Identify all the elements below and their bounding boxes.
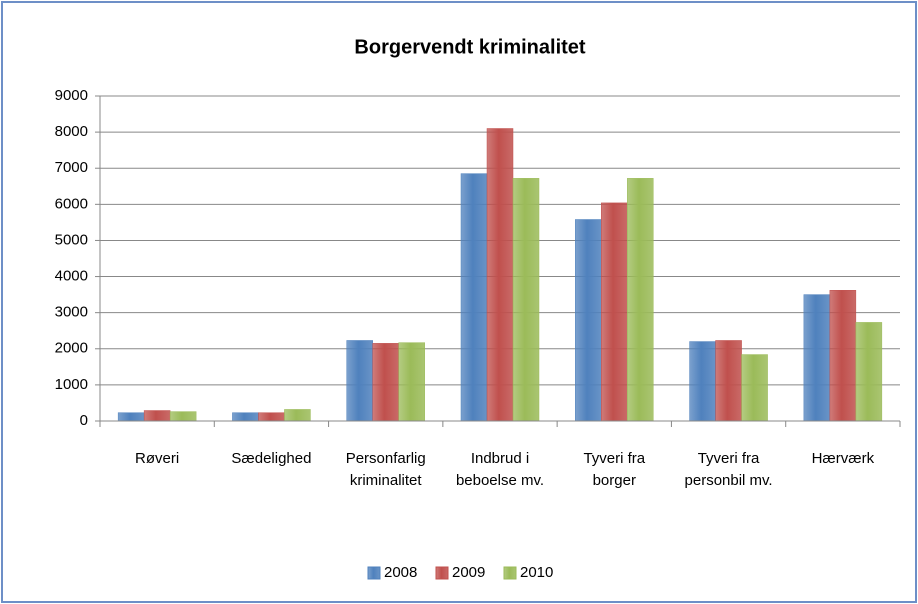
bar [117,412,145,422]
x-tick-label-line: Sædelighed [231,450,311,467]
bar [575,219,602,422]
y-tick-label: 4000 [55,268,88,285]
y-tick-label: 2000 [55,340,88,357]
bar [169,411,197,422]
x-tick-label-line: borger [593,472,636,489]
bar [829,290,857,422]
legend-label: 2010 [520,564,553,581]
y-tick-label: 8000 [55,123,88,140]
y-tick-label: 7000 [55,159,88,176]
bar [284,409,311,422]
bar [803,294,831,422]
y-tick-label: 1000 [55,376,88,393]
bar [601,202,628,422]
x-tick-label: Personfarlig kriminalitet [346,450,426,489]
bar [627,178,654,422]
bar [258,412,285,422]
bar [460,173,488,422]
bar [346,340,373,422]
bar [486,128,514,422]
x-tick-label: Røveri [135,450,179,467]
x-tick-label: Sædelighed [231,450,311,467]
bar [512,178,540,422]
x-tick-label-line: Indbrud i [471,450,529,467]
x-tick-label: Tyveri fra personbil mv. [685,450,773,489]
x-tick-label-line: Røveri [135,450,179,467]
bar [232,412,259,422]
y-tick-label: 3000 [55,304,88,321]
x-tick-label: Tyveri fra borger [583,450,645,489]
bar [855,322,883,422]
x-tick-label-line: Hærværk [812,450,875,467]
bar [398,342,425,422]
x-tick-label-line: beboelse mv. [456,472,544,489]
y-tick-label: 9000 [55,87,88,104]
x-tick-label-line: Tyveri fra [698,450,760,467]
legend-label: 2009 [452,564,485,581]
bar [372,343,399,422]
x-tick-label: Hærværk [812,450,875,467]
chart-title: Borgervendt kriminalitet [354,36,586,58]
y-tick-label: 0 [80,412,88,429]
legend-label: 2008 [384,564,417,581]
x-tick-label-line: Tyveri fra [583,450,645,467]
legend-swatch [435,566,449,580]
y-tick-label: 6000 [55,195,88,212]
bar [143,410,171,422]
bar [689,341,716,422]
x-tick-label-line: personbil mv. [685,472,773,489]
bar [741,354,768,422]
legend-swatch [367,566,381,580]
legend-swatch [503,566,517,580]
y-tick-label: 5000 [55,231,88,248]
x-tick-label: Indbrud i beboelse mv. [456,450,544,489]
bar [715,340,742,422]
x-tick-label-line: Personfarlig [346,450,426,467]
x-tick-label-line: kriminalitet [350,472,423,489]
